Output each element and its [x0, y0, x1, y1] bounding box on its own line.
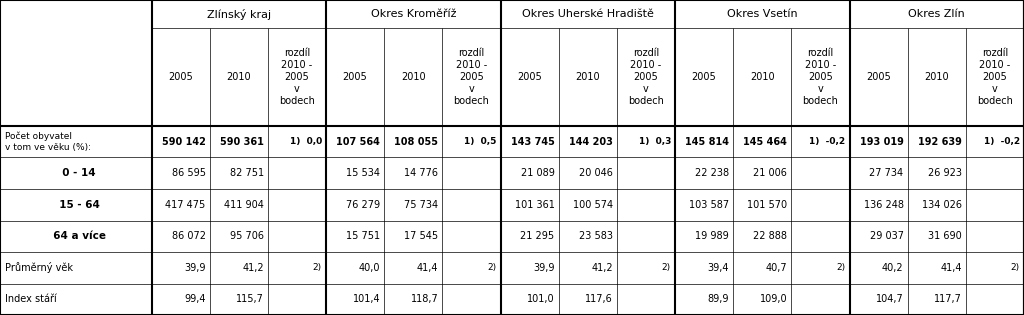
- Text: 2005: 2005: [343, 72, 368, 82]
- Text: 2010: 2010: [401, 72, 426, 82]
- Text: 2010: 2010: [750, 72, 774, 82]
- Text: 21 089: 21 089: [521, 168, 555, 178]
- Text: 417 475: 417 475: [165, 200, 206, 210]
- Text: 192 639: 192 639: [918, 137, 962, 147]
- Text: Počet obyvatel
v tom ve věku (%):: Počet obyvatel v tom ve věku (%):: [5, 132, 91, 152]
- Text: 100 574: 100 574: [572, 200, 612, 210]
- Text: rozdíl
2010 -
2005
v
bodech: rozdíl 2010 - 2005 v bodech: [279, 48, 315, 106]
- Text: 1)  -0,2: 1) -0,2: [984, 137, 1020, 146]
- Text: Okres Vsetín: Okres Vsetín: [727, 9, 798, 19]
- Text: 1)  0,5: 1) 0,5: [464, 137, 497, 146]
- Text: rozdíl
2010 -
2005
v
bodech: rozdíl 2010 - 2005 v bodech: [803, 48, 839, 106]
- Text: 2005: 2005: [692, 72, 717, 82]
- Text: 1)  0,0: 1) 0,0: [290, 137, 322, 146]
- Text: 2): 2): [662, 263, 671, 272]
- Text: 40,0: 40,0: [358, 263, 380, 273]
- Text: 0 - 14: 0 - 14: [55, 168, 96, 178]
- Text: 108 055: 108 055: [394, 137, 438, 147]
- Text: 14 776: 14 776: [404, 168, 438, 178]
- Text: 2): 2): [312, 263, 322, 272]
- Text: 99,4: 99,4: [184, 294, 206, 304]
- Text: 41,2: 41,2: [242, 263, 264, 273]
- Text: 104,7: 104,7: [876, 294, 903, 304]
- Text: 103 587: 103 587: [689, 200, 729, 210]
- Text: 117,6: 117,6: [585, 294, 612, 304]
- Text: Průměrný věk: Průměrný věk: [5, 262, 73, 273]
- Text: 590 142: 590 142: [162, 137, 206, 147]
- Text: 41,4: 41,4: [417, 263, 438, 273]
- Text: Index stáří: Index stáří: [5, 294, 57, 304]
- Text: 40,7: 40,7: [766, 263, 787, 273]
- Text: 2005: 2005: [517, 72, 542, 82]
- Text: 115,7: 115,7: [236, 294, 264, 304]
- Text: 134 026: 134 026: [922, 200, 962, 210]
- Text: 39,9: 39,9: [534, 263, 555, 273]
- Text: 40,2: 40,2: [882, 263, 903, 273]
- Text: 101,4: 101,4: [352, 294, 380, 304]
- Text: rozdíl
2010 -
2005
v
bodech: rozdíl 2010 - 2005 v bodech: [628, 48, 664, 106]
- Text: 145 464: 145 464: [743, 137, 787, 147]
- Text: Okres Kroměříž: Okres Kroměříž: [371, 9, 456, 19]
- Text: 20 046: 20 046: [579, 168, 612, 178]
- Text: 1)  -0,2: 1) -0,2: [809, 137, 846, 146]
- Text: 39,9: 39,9: [184, 263, 206, 273]
- Text: 144 203: 144 203: [569, 137, 612, 147]
- Text: 2010: 2010: [226, 72, 251, 82]
- Text: 117,7: 117,7: [934, 294, 962, 304]
- Text: 193 019: 193 019: [860, 137, 903, 147]
- Text: 39,4: 39,4: [708, 263, 729, 273]
- Text: 86 072: 86 072: [172, 231, 206, 241]
- Text: 21 006: 21 006: [754, 168, 787, 178]
- Text: 2): 2): [837, 263, 846, 272]
- Text: 109,0: 109,0: [760, 294, 787, 304]
- Text: 101,0: 101,0: [527, 294, 555, 304]
- Text: 76 279: 76 279: [346, 200, 380, 210]
- Text: 2): 2): [487, 263, 497, 272]
- Text: 31 690: 31 690: [928, 231, 962, 241]
- Text: 2): 2): [1011, 263, 1020, 272]
- Text: rozdíl
2010 -
2005
v
bodech: rozdíl 2010 - 2005 v bodech: [454, 48, 489, 106]
- Text: 411 904: 411 904: [224, 200, 264, 210]
- Text: 82 751: 82 751: [229, 168, 264, 178]
- Text: 101 361: 101 361: [515, 200, 555, 210]
- Text: 27 734: 27 734: [869, 168, 903, 178]
- Text: 64 a více: 64 a více: [46, 231, 105, 241]
- Text: 15 - 64: 15 - 64: [52, 200, 99, 210]
- Text: 29 037: 29 037: [869, 231, 903, 241]
- Text: 17 545: 17 545: [404, 231, 438, 241]
- Text: 22 238: 22 238: [695, 168, 729, 178]
- Text: 143 745: 143 745: [511, 137, 555, 147]
- Text: 26 923: 26 923: [928, 168, 962, 178]
- Text: 21 295: 21 295: [520, 231, 555, 241]
- Text: 2010: 2010: [575, 72, 600, 82]
- Text: 95 706: 95 706: [229, 231, 264, 241]
- Text: Okres Uherské Hradiště: Okres Uherské Hradiště: [522, 9, 653, 19]
- Text: 41,4: 41,4: [940, 263, 962, 273]
- Text: 15 534: 15 534: [346, 168, 380, 178]
- Text: 15 751: 15 751: [346, 231, 380, 241]
- Text: Zlínský kraj: Zlínský kraj: [207, 9, 271, 20]
- Text: rozdíl
2010 -
2005
v
bodech: rozdíl 2010 - 2005 v bodech: [977, 48, 1013, 106]
- Text: 89,9: 89,9: [708, 294, 729, 304]
- Text: 22 888: 22 888: [754, 231, 787, 241]
- Text: 118,7: 118,7: [411, 294, 438, 304]
- Text: 145 814: 145 814: [685, 137, 729, 147]
- Text: 2010: 2010: [925, 72, 949, 82]
- Text: 75 734: 75 734: [404, 200, 438, 210]
- Text: 590 361: 590 361: [220, 137, 264, 147]
- Text: Okres Zlín: Okres Zlín: [908, 9, 966, 19]
- Text: 2005: 2005: [168, 72, 193, 82]
- Text: 86 595: 86 595: [172, 168, 206, 178]
- Text: 2005: 2005: [866, 72, 891, 82]
- Text: 19 989: 19 989: [695, 231, 729, 241]
- Text: 101 570: 101 570: [748, 200, 787, 210]
- Text: 41,2: 41,2: [591, 263, 612, 273]
- Text: 107 564: 107 564: [336, 137, 380, 147]
- Text: 1)  0,3: 1) 0,3: [639, 137, 671, 146]
- Text: 136 248: 136 248: [863, 200, 903, 210]
- Text: 23 583: 23 583: [579, 231, 612, 241]
